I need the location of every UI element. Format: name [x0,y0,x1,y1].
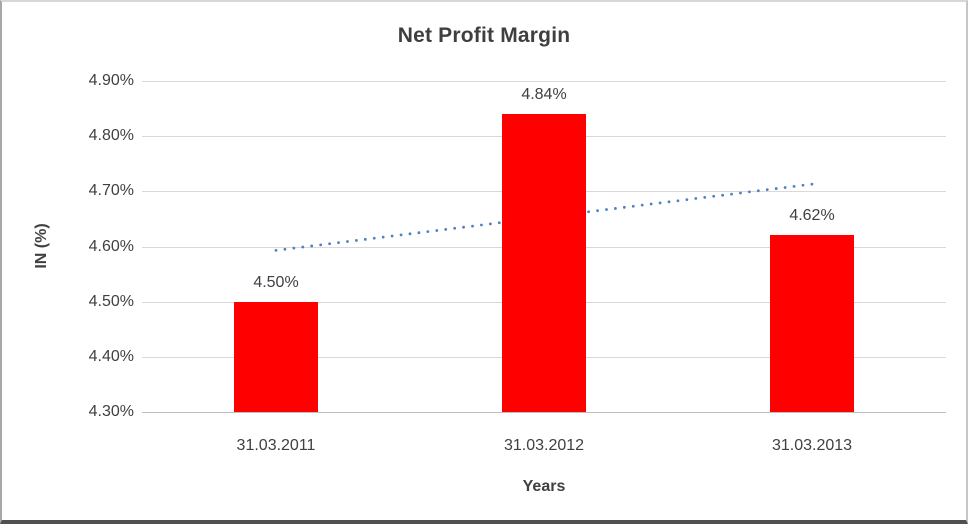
chart-title: Net Profit Margin [397,24,571,47]
x-axis-title: Years [522,478,566,495]
x-tick-label: 31.03.2011 [236,437,316,454]
bar-data-label: 4.62% [789,207,835,225]
bar-31.03.2013 [770,235,854,412]
y-tick-label: 4.90% [88,72,134,89]
x-tick-label: 31.03.2012 [503,437,585,454]
gridline [142,81,946,82]
x-tick-label: 31.03.2013 [771,437,853,454]
bar-data-label: 4.50% [253,273,299,291]
x-axis-line [142,412,946,413]
bar-31.03.2011 [234,301,318,412]
bar-data-label: 4.84% [521,86,567,104]
y-tick-label: 4.80% [88,127,134,145]
bar-31.03.2012 [502,114,586,412]
y-tick-label: 4.60% [88,237,134,255]
y-tick-label: 4.50% [88,292,134,310]
y-tick-label: 4.70% [88,182,134,200]
y-axis-title: IN (%) [33,223,50,269]
y-tick-label: 4.40% [88,347,134,365]
y-tick-label: 4.30% [88,403,134,420]
